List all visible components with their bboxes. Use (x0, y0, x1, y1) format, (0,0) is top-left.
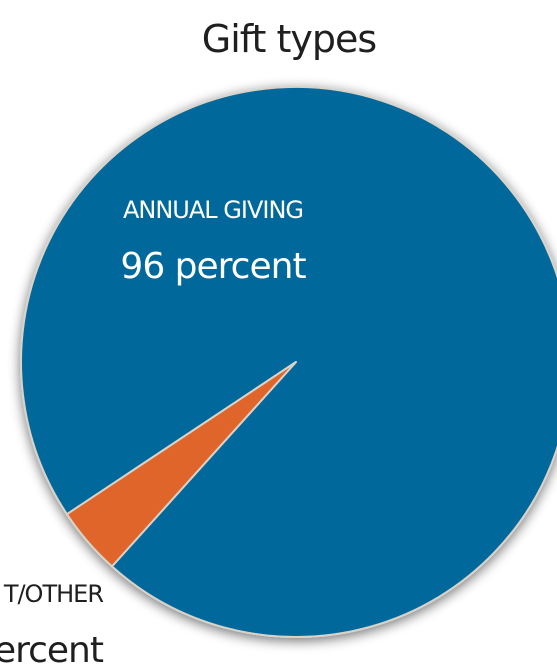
slice-label-other: T/OTHER (3, 580, 104, 608)
chart-title: Gift types (202, 17, 376, 61)
slice-value-other: percent (0, 630, 104, 671)
pie-slice-t-other (65, 361, 297, 568)
slice-value-annual-giving: 96 percent (120, 246, 306, 287)
pie-slices (20, 86, 557, 638)
slice-label-annual-giving: ANNUAL GIVING (123, 196, 303, 224)
pie-slice-annual-giving (20, 86, 557, 638)
